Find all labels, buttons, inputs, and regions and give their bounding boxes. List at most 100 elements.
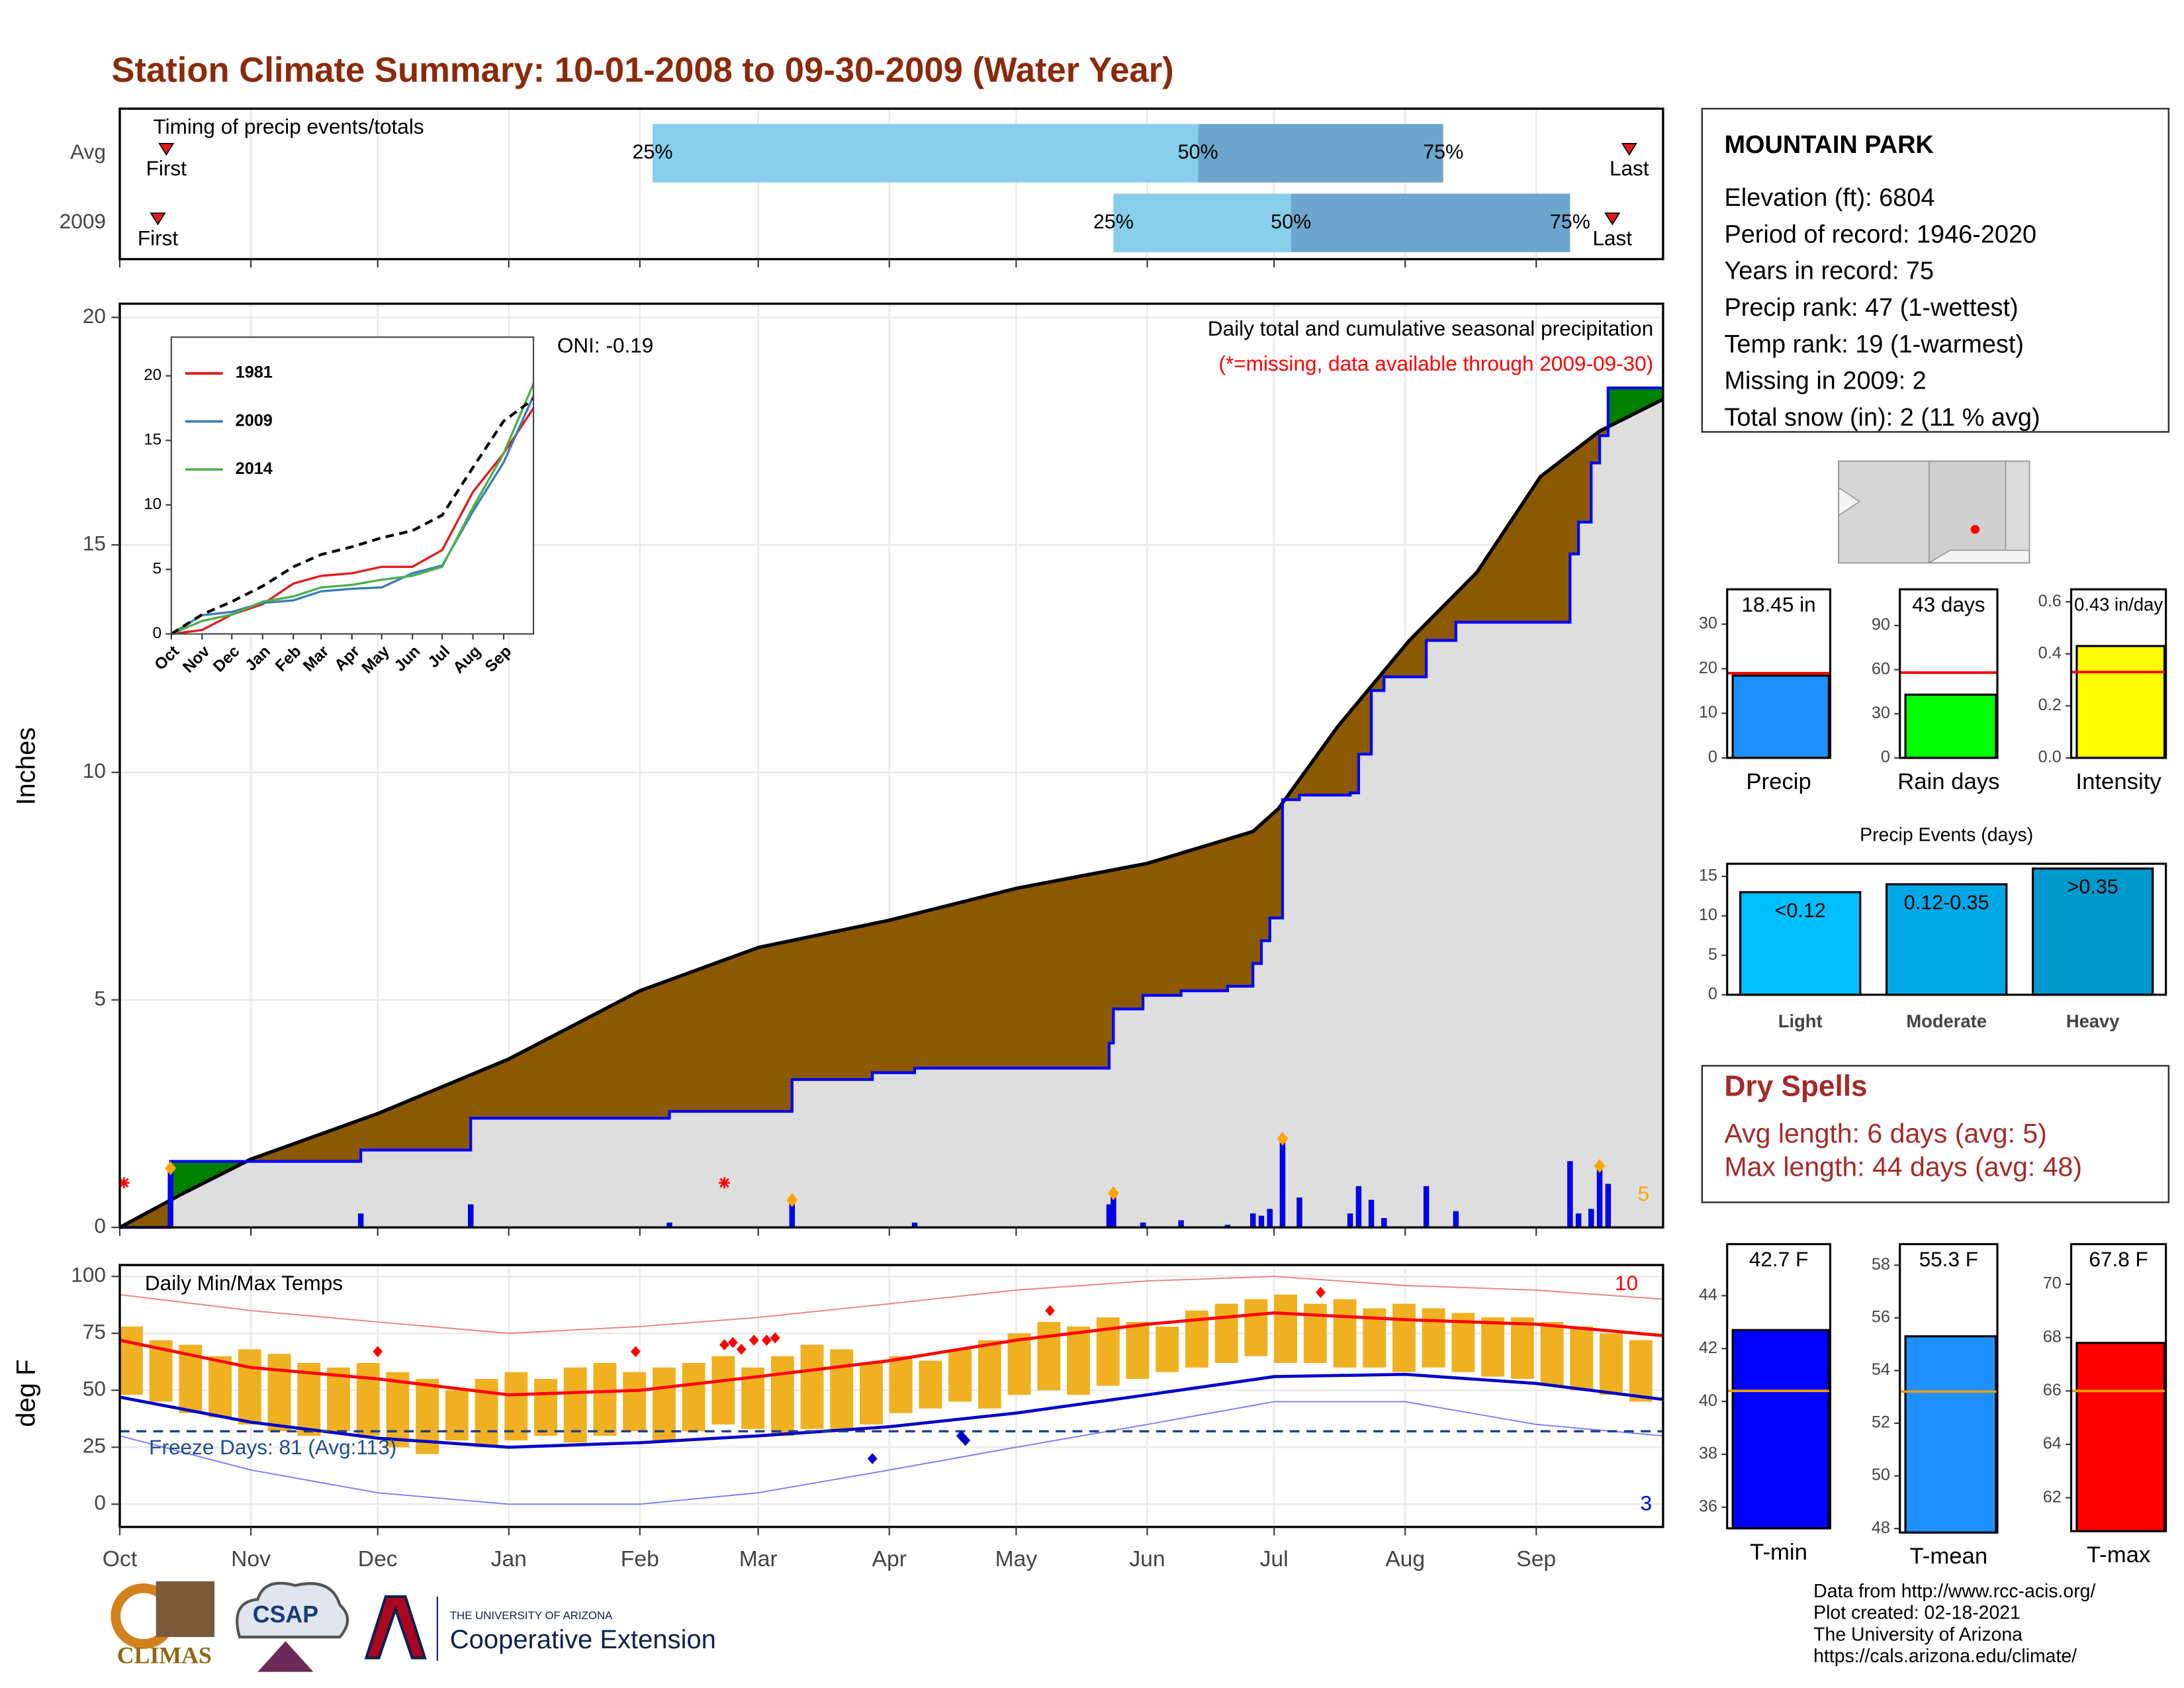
- value-label: 0.43 in/day: [2074, 594, 2163, 615]
- mini-border: [2070, 1243, 2167, 1532]
- inset-line: [170, 398, 535, 635]
- temp-range-bar: [1126, 1322, 1150, 1380]
- temp-range-bar: [800, 1344, 824, 1429]
- daily-bar: [167, 1168, 173, 1228]
- temp-range-bar: [919, 1360, 942, 1409]
- category-label: Moderate: [1906, 1011, 1987, 1031]
- temp-range-bar: [711, 1356, 735, 1425]
- y-tick-label: 15: [1699, 867, 1717, 885]
- category-label: Precip: [1746, 769, 1811, 794]
- daily-bar: [1588, 1209, 1594, 1228]
- y-tick-label: 38: [1699, 1444, 1717, 1463]
- y-tick-label: 100: [71, 1263, 106, 1287]
- temp-range-bar: [563, 1367, 587, 1443]
- daily-bar: [1347, 1213, 1353, 1228]
- y-tick-label: 5: [94, 986, 106, 1010]
- quantile-label: 50%: [1271, 211, 1311, 233]
- category-label: Rain days: [1897, 769, 1999, 794]
- y-tick-label: 5: [153, 560, 161, 578]
- station-line: Period of record: 1946-2020: [1724, 220, 2036, 248]
- temp-range-bar: [1333, 1299, 1357, 1368]
- temp-range-bar: [770, 1356, 794, 1436]
- y-tick-label: 40: [1699, 1391, 1717, 1410]
- value-label: 43 days: [1912, 592, 1985, 616]
- temp-range-bar: [445, 1390, 469, 1440]
- temp-range-bar: [327, 1367, 350, 1432]
- mini-border: [1726, 1243, 1832, 1530]
- timing-bar: [1291, 193, 1570, 252]
- climas-logo: [156, 1581, 215, 1637]
- temp-range-bar: [504, 1372, 528, 1440]
- top-event-marker: [1277, 1131, 1289, 1146]
- temp-range-bar: [1067, 1326, 1090, 1395]
- record-low-count: 3: [1640, 1491, 1652, 1515]
- legend-label: 1981: [236, 363, 273, 382]
- x-tick-label: Aug: [1385, 1547, 1425, 1571]
- x-tick-label: Dec: [358, 1547, 398, 1571]
- footer-line: The University of Arizona: [1813, 1624, 2023, 1645]
- temp-range-bar: [830, 1349, 854, 1432]
- timing-marker: [150, 212, 166, 226]
- timing-marker: [1621, 142, 1637, 156]
- bar: [1904, 1335, 1997, 1534]
- temp-range-bar: [297, 1362, 321, 1436]
- record-marker: [960, 1434, 971, 1446]
- location-map: [1838, 460, 2030, 564]
- y-tick-label: 0: [1881, 748, 1890, 767]
- top-event-marker: [1594, 1158, 1606, 1173]
- x-tick-label: Mar: [739, 1547, 778, 1571]
- panel-title: Daily Min/Max Temps: [145, 1271, 343, 1295]
- annotation: ONI: -0.19: [557, 333, 654, 357]
- legend-label: 2009: [236, 411, 273, 430]
- x-tick-label: Oct: [103, 1547, 138, 1571]
- y-tick-label: 75: [83, 1320, 106, 1344]
- marker-label: First: [138, 226, 179, 250]
- climas-text: CLIMAS: [117, 1642, 212, 1669]
- daily-bar: [1423, 1186, 1430, 1228]
- y-tick-label: 52: [1872, 1413, 1890, 1432]
- timing-bar: [652, 124, 1199, 183]
- marker-label: First: [146, 156, 187, 180]
- temp-range-bar: [623, 1372, 647, 1432]
- temp-range-bar: [534, 1379, 557, 1436]
- y-tick-label: 44: [1699, 1286, 1717, 1304]
- panel-frame: [118, 303, 1664, 1229]
- temp-range-bar: [1629, 1340, 1653, 1402]
- map-state: [1838, 460, 1930, 564]
- mini-title: Precip Events (days): [1860, 824, 2033, 845]
- daily-bar: [1596, 1165, 1603, 1228]
- avg-line: [118, 397, 1664, 1229]
- normal-line: [119, 1311, 1664, 1397]
- category-label: T-mean: [1909, 1544, 1987, 1569]
- record-marker: [770, 1332, 780, 1344]
- timing-marker: [158, 142, 175, 156]
- temp-range-bar: [1422, 1308, 1445, 1368]
- bar-label: 0.12-0.35: [1904, 891, 1989, 914]
- bar: [1731, 1329, 1830, 1530]
- quantile-label: 75%: [1550, 211, 1590, 233]
- y-tick-label: 10: [83, 759, 106, 782]
- x-tick-label: May: [995, 1547, 1038, 1571]
- temp-range-bar: [1481, 1317, 1505, 1377]
- panel-frame: [118, 107, 1664, 261]
- value-label: 42.7 F: [1749, 1247, 1808, 1271]
- y-axis-label: Inches: [12, 727, 41, 806]
- x-tick-label: Sep: [1516, 1547, 1556, 1571]
- csap-logo: [236, 1581, 349, 1639]
- y-tick-label: 15: [144, 431, 161, 449]
- y-tick-label: 90: [1872, 616, 1890, 634]
- station-line: Total snow (in): 2 (11 % avg): [1724, 404, 2040, 432]
- category-label: Heavy: [2066, 1011, 2120, 1031]
- quantile-label: 25%: [632, 141, 672, 164]
- y-tick-label: 66: [2043, 1381, 2062, 1399]
- y-tick-label: 0: [1708, 748, 1717, 767]
- top-event-marker: [786, 1193, 798, 1207]
- station-line: Temp rank: 19 (1-warmest): [1724, 330, 2024, 358]
- temp-range-bar: [1007, 1333, 1031, 1395]
- station-line: Missing in 2009: 2: [1724, 367, 1926, 395]
- value-label: 67.8 F: [2089, 1247, 2148, 1271]
- temp-range-bar: [119, 1326, 143, 1395]
- y-tick-label: 0: [94, 1491, 106, 1515]
- temp-range-bar: [860, 1362, 883, 1425]
